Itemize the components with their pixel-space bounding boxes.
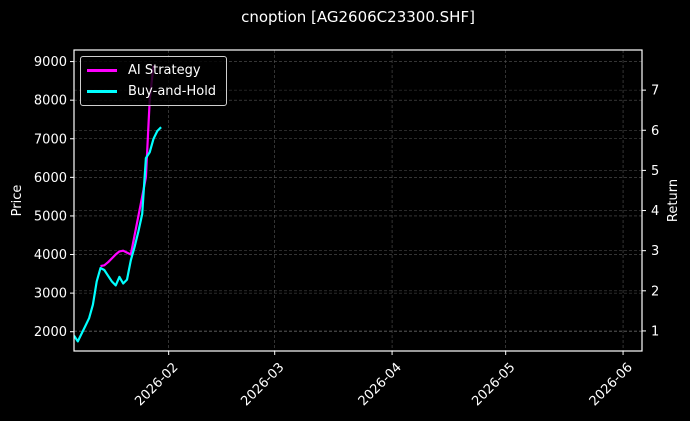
y-tick-label: 2000 — [34, 325, 67, 340]
legend: AI Strategy Buy-and-Hold — [80, 56, 227, 106]
y-right-tick-label: 5 — [651, 164, 659, 179]
legend-item-ai-strategy: AI Strategy — [87, 60, 201, 80]
y-right-axis-label: Return — [666, 179, 681, 222]
y-tick-label: 6000 — [34, 171, 67, 186]
y-tick-label: 7000 — [34, 132, 67, 147]
y-right-tick-label: 7 — [651, 84, 659, 99]
x-tick-label: 2026-03 — [238, 360, 287, 409]
x-tick-label: 2026-02 — [132, 360, 181, 409]
y-tick-label: 3000 — [34, 287, 67, 302]
y-right-tick-label: 3 — [651, 244, 659, 259]
y-right-tick-label: 6 — [651, 124, 659, 139]
chart-title: cnoption [AG2606C23300.SHF] — [241, 8, 475, 26]
legend-swatch-ai-strategy — [87, 68, 117, 72]
series-line-buy-and-hold — [74, 126, 162, 343]
y-tick-label: 8000 — [34, 94, 67, 109]
x-tick-label: 2026-05 — [469, 360, 518, 409]
legend-swatch-buy-and-hold — [87, 89, 117, 93]
y-tick-label: 5000 — [34, 209, 67, 224]
y-axis-label: Price — [10, 185, 25, 217]
y-right-tick-label: 1 — [651, 324, 659, 339]
legend-item-buy-and-hold: Buy-and-Hold — [87, 81, 216, 101]
axes-frame — [73, 49, 643, 352]
x-tick-label: 2026-04 — [356, 360, 405, 409]
y-right-tick-label: 4 — [651, 204, 659, 219]
y-right-tick-label: 2 — [651, 284, 659, 299]
legend-label: Buy-and-Hold — [128, 83, 217, 99]
legend-label: AI Strategy — [128, 62, 201, 78]
y-tick-label: 4000 — [34, 248, 67, 263]
y-tick-label: 9000 — [34, 55, 67, 70]
x-tick-label: 2026-06 — [587, 360, 636, 409]
